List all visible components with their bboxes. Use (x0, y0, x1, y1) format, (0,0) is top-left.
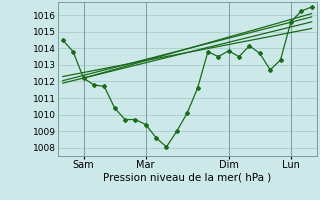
X-axis label: Pression niveau de la mer( hPa ): Pression niveau de la mer( hPa ) (103, 173, 271, 183)
